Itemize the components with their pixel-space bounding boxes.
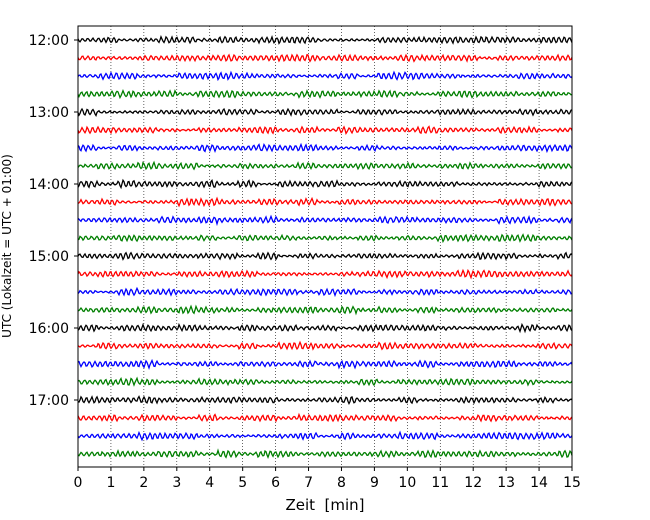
- trace-1615: [77, 340, 573, 351]
- trace-1430: [77, 214, 573, 227]
- x-tick-label: 9: [370, 475, 379, 491]
- x-tick-label: 3: [172, 475, 181, 491]
- trace-1215: [77, 53, 573, 63]
- y-tick-label: 15:00: [29, 249, 69, 265]
- y-tick-label: 13:00: [29, 105, 69, 121]
- trace-1330: [77, 142, 573, 154]
- x-tick-label: 14: [530, 475, 548, 491]
- trace-1730: [77, 430, 573, 442]
- plot-frame: [77, 25, 573, 468]
- trace-1745: [77, 448, 573, 459]
- x-tick-label: 12: [464, 475, 482, 491]
- seismic-traces: [77, 35, 573, 459]
- trace-1345: [77, 160, 573, 171]
- y-tick-label: 17:00: [29, 393, 69, 409]
- trace-1600: [77, 322, 573, 334]
- trace-1315: [77, 125, 573, 135]
- trace-1400: [77, 178, 573, 190]
- trace-1515: [77, 268, 573, 280]
- trace-1415: [77, 196, 573, 208]
- trace-1445: [77, 233, 573, 244]
- trace-1700: [77, 395, 573, 406]
- trace-1230: [77, 70, 573, 82]
- x-tick-label: 5: [238, 475, 247, 491]
- y-axis-label: UTC (Lokalzeit = UTC + 01:00): [0, 154, 14, 338]
- x-axis-ticks: 0 1 2 3 4 5 6 7 8 9 10 11 12 13 14 15: [74, 467, 581, 491]
- trace-1500: [77, 251, 573, 261]
- x-tick-label: 11: [431, 475, 449, 491]
- x-tick-label: 13: [497, 475, 515, 491]
- x-tick-label: 1: [106, 475, 115, 491]
- x-tick-label: 8: [337, 475, 346, 491]
- x-tick-label: 4: [205, 475, 214, 491]
- x-tick-label: 10: [398, 475, 416, 491]
- x-tick-label: 6: [271, 475, 280, 491]
- x-axis-label: Zeit [min]: [285, 496, 364, 514]
- y-tick-label: 16:00: [29, 321, 69, 337]
- trace-1715: [77, 412, 573, 423]
- y-tick-label: 14:00: [29, 177, 69, 193]
- x-tick-label: 15: [563, 475, 581, 491]
- trace-1545: [77, 304, 573, 316]
- trace-1645: [77, 376, 573, 387]
- x-tick-label: 2: [139, 475, 148, 491]
- trace-1630: [77, 358, 573, 370]
- trace-1300: [77, 107, 573, 117]
- trace-1530: [77, 286, 573, 298]
- y-tick-label: 12:00: [29, 33, 69, 49]
- x-tick-label: 7: [304, 475, 313, 491]
- x-tick-label: 0: [74, 475, 83, 491]
- trace-1200: [77, 35, 573, 45]
- y-axis-ticks: 12:00 13:00 14:00 15:00 16:00 17:00: [29, 33, 78, 409]
- trace-1245: [77, 88, 573, 100]
